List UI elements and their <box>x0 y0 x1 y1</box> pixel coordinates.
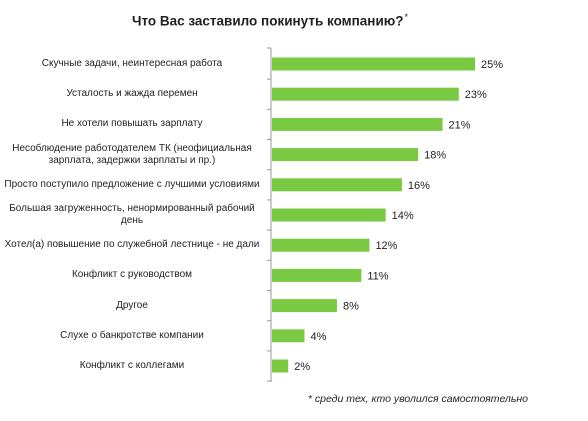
data-label: 11% <box>367 270 388 282</box>
bar <box>272 148 419 162</box>
category-label: Конфликт с руководством <box>71 269 193 281</box>
data-label: 2% <box>294 361 310 373</box>
category-label: Несоблюдение работодателем ТК (неофициал… <box>12 142 252 166</box>
category-label: Не хотели повышать зарплату <box>61 118 203 130</box>
bar <box>272 359 289 373</box>
category-label: Слухе о банкротстве компании <box>60 329 204 341</box>
data-label: 4% <box>310 331 326 343</box>
category-label: Хотел(а) повышение по служебной лестнице… <box>4 239 260 251</box>
bar <box>272 117 443 131</box>
chart-title: Что Вас заставило покинуть компанию?* <box>0 12 540 29</box>
bar <box>272 238 370 252</box>
category-label: Конфликт с коллегами <box>79 360 185 371</box>
footnote: * среди тех, кто уволился самостоятельно <box>307 393 528 405</box>
bar <box>272 268 362 282</box>
bar <box>272 329 305 343</box>
data-label: 23% <box>465 89 487 101</box>
title-footnote-marker: * <box>404 12 409 22</box>
chart-title-text: Что Вас заставило покинуть компанию? <box>131 13 404 29</box>
bar <box>272 178 402 192</box>
bar <box>272 208 386 222</box>
data-label: 25% <box>481 59 503 71</box>
bar <box>272 299 337 313</box>
data-label: 8% <box>343 301 359 313</box>
bar <box>272 57 475 71</box>
category-label: Усталость и жажда перемен <box>66 88 198 100</box>
data-label: 12% <box>375 240 397 252</box>
category-label: Другое <box>116 299 148 311</box>
data-label: 16% <box>408 180 430 192</box>
bar <box>272 87 459 101</box>
category-label: Большая загруженность, ненормированный р… <box>9 203 255 226</box>
data-label: 18% <box>424 150 446 162</box>
category-label: Просто поступило предложение с лучшими у… <box>4 178 260 190</box>
category-label: Скучные задачи, неинтересная работа <box>41 58 223 69</box>
data-label: 21% <box>449 119 471 131</box>
data-label: 14% <box>392 210 414 222</box>
